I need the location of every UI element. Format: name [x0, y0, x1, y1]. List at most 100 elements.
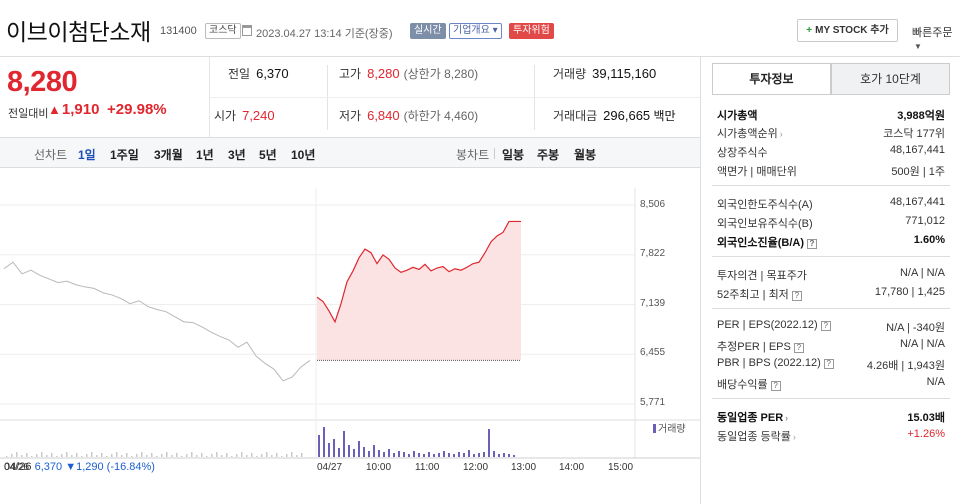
candle-weekly[interactable]: 주봉: [537, 148, 560, 162]
period-1d[interactable]: 1일: [78, 148, 96, 162]
volume-bar: [493, 451, 495, 457]
prev-volume-bar: [271, 455, 273, 457]
row-label-text: 시가총액순위: [717, 128, 778, 140]
prev-day-info: 04/26 6,370 ▼1,290 (-16.84%): [4, 461, 155, 473]
prev-volume-bar: [16, 452, 18, 457]
prev-volume-bar: [181, 456, 183, 457]
period-1w[interactable]: 1주일: [110, 148, 139, 162]
prev-volume-bar: [216, 452, 218, 457]
volume-bar: [508, 454, 510, 457]
help-icon[interactable]: ?: [820, 321, 831, 331]
row-value: +1.26%: [907, 428, 945, 440]
volume-bar: [353, 449, 355, 457]
change-amount: 1,910: [61, 101, 100, 118]
price-summary: 8,280 전일대비 ▲1,910 +29.98%: [0, 56, 209, 137]
line-chart-label[interactable]: 선차트: [34, 148, 68, 162]
info-row-foreign-holding: 외국인보유주식수(B) 771,012: [717, 215, 945, 233]
row-value: 17,780 | 1,425: [874, 286, 945, 298]
prev-close-label: 전일: [228, 67, 251, 81]
info-row-sector-per[interactable]: 동일업종 PER › 15.03배: [717, 409, 945, 427]
volume-bar: [318, 435, 320, 457]
period-3m[interactable]: 3개월: [154, 148, 183, 162]
volume-bar: [448, 453, 450, 457]
row-label-text: PER | EPS(2022.12): [717, 319, 818, 331]
prev-volume-bar: [131, 456, 133, 457]
divider: [494, 148, 495, 159]
prev-volume-bar: [121, 455, 123, 457]
prev-volume-bar: [36, 454, 38, 457]
row-value: N/A | -340원: [886, 322, 945, 334]
row-value: 4.26배 | 1,943원: [866, 360, 945, 372]
x-tick: 13:00: [511, 462, 537, 473]
volume-bar: [458, 452, 460, 457]
row-label-text: 외국인소진율(B/A): [717, 237, 804, 249]
volume-bar: [468, 450, 470, 457]
prev-volume-bar: [141, 452, 143, 457]
add-mystock-button[interactable]: + MY STOCK 추가: [797, 19, 898, 42]
volume-legend: 거래량: [653, 420, 686, 435]
y-tick: 7,822: [640, 248, 666, 259]
lower-limit: (하한가 4,460): [403, 109, 479, 123]
row-value: 48,167,441: [889, 196, 945, 208]
candle-daily[interactable]: 일봉: [502, 148, 525, 162]
prev-day-close: 6,370: [34, 461, 63, 473]
volume-bar: [323, 427, 325, 457]
corp-overview-dropdown[interactable]: 기업개요 ▾: [449, 23, 502, 39]
period-3y[interactable]: 3년: [228, 148, 246, 162]
prev-volume-bar: [231, 456, 233, 457]
divider: [712, 256, 950, 257]
realtime-button[interactable]: 실시간: [410, 23, 446, 39]
candle-monthly[interactable]: 월봉: [574, 148, 597, 162]
prev-volume-bar: [176, 453, 178, 457]
prev-volume-bar: [151, 453, 153, 457]
prev-day-pct: (-16.84%): [106, 461, 155, 473]
row-value: 1.60%: [913, 234, 945, 246]
low-price: 저가 6,840 (하한가 4,460): [339, 107, 478, 124]
row-label: 투자의견 | 목표주가: [717, 270, 807, 282]
prev-volume-bar: [206, 456, 208, 457]
prev-volume-bar: [111, 454, 113, 457]
prev-volume-bar: [51, 453, 53, 457]
volume-bar: [338, 448, 340, 457]
chevron-right-icon: ›: [779, 129, 783, 139]
y-tick: 5,771: [640, 397, 666, 408]
current-price: 8,280: [7, 66, 78, 98]
help-icon[interactable]: ?: [770, 381, 781, 391]
period-1y[interactable]: 1년: [196, 148, 214, 162]
help-icon[interactable]: ?: [793, 343, 804, 353]
row-label-text: 52주최고 | 최저: [717, 289, 789, 301]
candle-chart-label[interactable]: 봉차트: [456, 148, 490, 162]
prev-volume-bar: [106, 456, 108, 457]
chart-toolbar: 선차트 1일 1주일 3개월 1년 3년 5년 10년 봉차트 일봉 주봉 월봉: [0, 137, 700, 168]
volume-bar: [438, 453, 440, 457]
low-value: 6,840: [367, 108, 400, 123]
period-10y[interactable]: 10년: [291, 148, 316, 162]
info-row-52week: 52주최고 | 최저? 17,780 | 1,425: [717, 286, 945, 304]
prev-volume-bar: [96, 455, 98, 457]
info-row-cap-rank[interactable]: 시가총액순위 › 코스닥 177위: [717, 125, 945, 143]
quick-order-label: 빠른주문: [912, 27, 953, 39]
x-tick: 04/27: [317, 462, 343, 473]
y-tick: 6,455: [640, 347, 666, 358]
quote-grid: 전일 6,370 고가 8,280 (상한가 8,280) 거래량 39,115,160…: [209, 56, 701, 137]
volume-bar: [478, 453, 480, 457]
prev-volume-bar: [291, 452, 293, 457]
quick-order-button[interactable]: 빠른주문 ▼: [912, 24, 960, 52]
help-icon[interactable]: ?: [791, 291, 802, 301]
info-row-sector-change[interactable]: 동일업종 등락률 › +1.26%: [717, 428, 945, 446]
investment-info-panel: 투자정보 호가 10단계 시가총액 3,988억원 시가총액순위 › 코스닥 177위…: [700, 56, 960, 504]
prev-volume-bar: [6, 456, 8, 457]
row-label: 동일업종 PER ›: [717, 409, 788, 425]
period-5y[interactable]: 5년: [259, 148, 277, 162]
tab-orderbook[interactable]: 호가 10단계: [831, 63, 950, 95]
help-icon[interactable]: ?: [823, 359, 834, 369]
price-chart[interactable]: 8,506 7,822 7,139 6,455 5,771 거래량 04/26 …: [0, 168, 700, 504]
help-icon[interactable]: ?: [807, 239, 817, 249]
row-label-text: PBR | BPS (2022.12): [717, 357, 821, 369]
tab-investment-info[interactable]: 투자정보: [712, 63, 831, 95]
prev-volume-bar: [211, 454, 213, 457]
volume-bar: [383, 452, 385, 457]
volume-bar: [363, 447, 365, 457]
volume-bar: [473, 454, 475, 457]
volume-bar: [358, 441, 360, 457]
